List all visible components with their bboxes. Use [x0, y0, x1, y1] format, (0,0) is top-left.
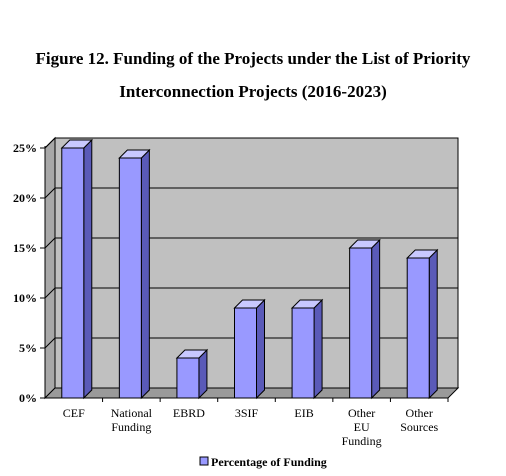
y-tick-label: 20% — [13, 191, 37, 205]
y-tick-label: 5% — [19, 341, 37, 355]
x-category-label-line: Funding — [342, 434, 382, 448]
x-category-label-line: Funding — [111, 420, 151, 434]
x-category-label-line: EU — [354, 420, 370, 434]
bar — [291, 307, 315, 399]
bar-side — [371, 238, 381, 400]
gridline — [44, 187, 458, 199]
legend-label: Percentage of Funding — [211, 455, 327, 469]
bar-side — [313, 298, 323, 400]
bar-side — [140, 148, 150, 400]
x-category-label: National Funding — [111, 406, 153, 434]
y-tick-label: 15% — [13, 241, 37, 255]
bar — [406, 257, 430, 399]
x-category-label-line: Other — [348, 406, 375, 420]
gridline — [44, 287, 458, 299]
gridline — [44, 137, 458, 149]
x-category-label-line: 3SIF — [235, 406, 259, 420]
bar-side — [256, 298, 265, 400]
chart-title-line-2: Interconnection Projects (2016-2023) — [119, 82, 387, 101]
bar — [61, 147, 85, 399]
x-category-label-line: EIB — [294, 406, 313, 420]
x-category-label-line: CEF — [63, 406, 85, 420]
bar — [176, 357, 200, 399]
y-tick-label: 25% — [13, 141, 37, 155]
bar-side — [83, 138, 93, 400]
chart-title-line-1: Figure 12. Funding of the Projects under… — [35, 49, 471, 68]
legend-swatch — [199, 456, 209, 466]
x-category-label-line: Other — [406, 406, 433, 420]
x-category-label: EIB — [294, 406, 313, 420]
x-category-label: Other Sources — [400, 406, 438, 434]
bar — [118, 157, 142, 399]
x-category-label: CEF — [63, 406, 85, 420]
bar — [234, 307, 257, 399]
x-category-label: 3SIF — [235, 406, 259, 420]
x-category-label: Other EU Funding — [342, 406, 382, 448]
plot-side-wall — [44, 136, 56, 400]
bar — [349, 247, 373, 399]
y-tick-label: 0% — [19, 391, 37, 405]
gridline — [44, 237, 458, 249]
gridline — [44, 337, 458, 349]
y-tick-label: 10% — [13, 291, 37, 305]
bar-side — [428, 248, 438, 400]
x-category-label-line: Sources — [400, 420, 438, 434]
x-category-label-line: National — [111, 406, 153, 420]
x-category-label: EBRD — [173, 406, 205, 420]
x-category-label-line: EBRD — [173, 406, 205, 420]
